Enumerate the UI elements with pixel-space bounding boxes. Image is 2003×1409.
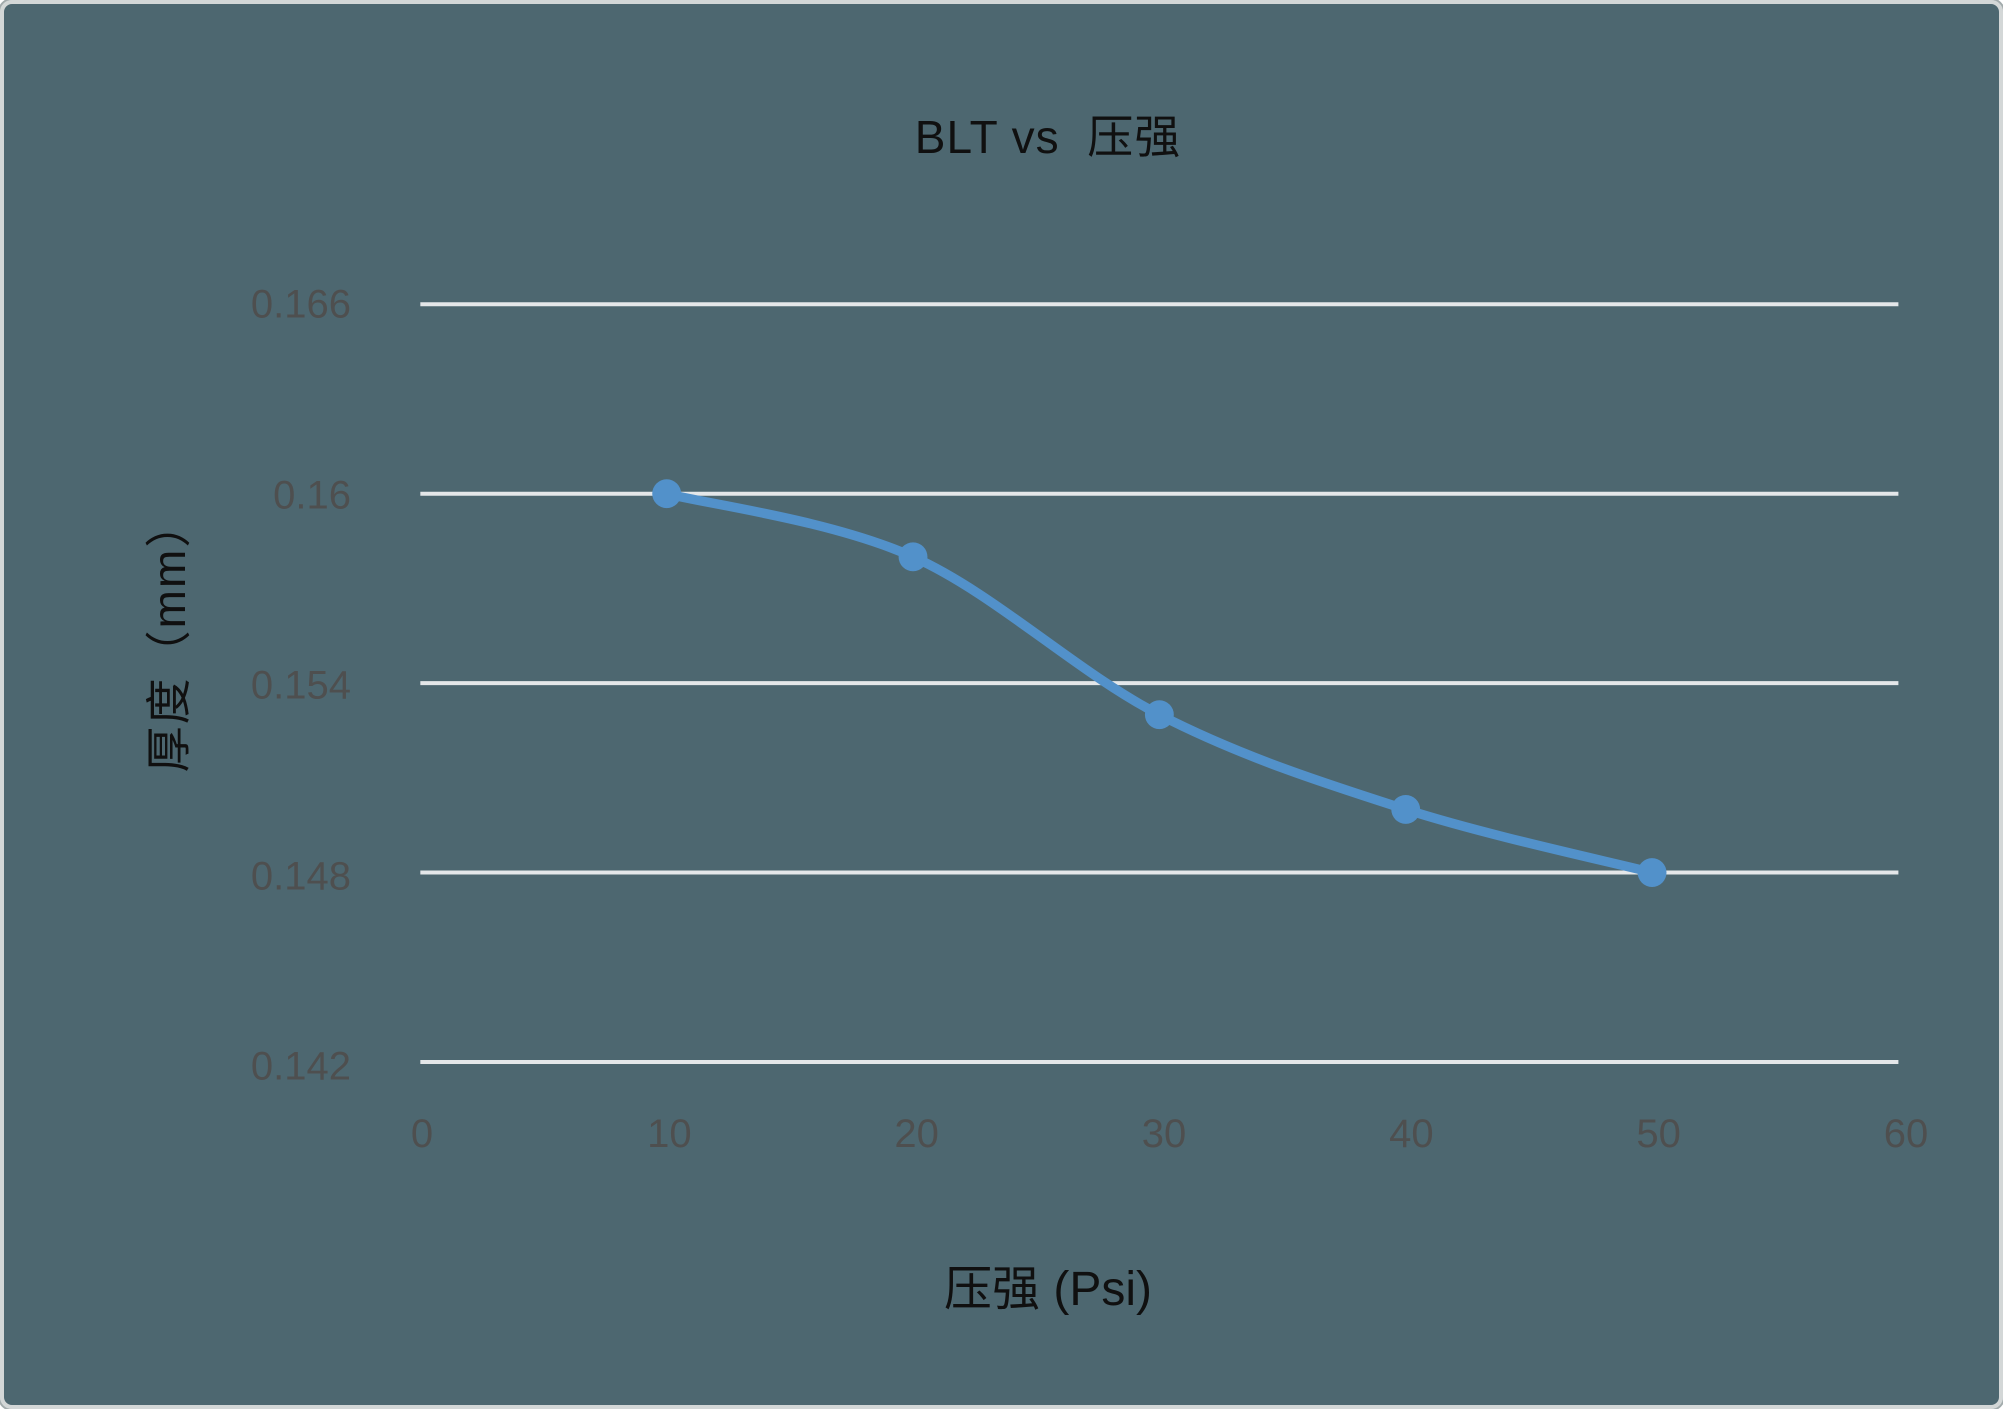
data-point-marker	[652, 479, 682, 509]
x-tick-label: 10	[647, 1112, 692, 1156]
x-tick-label: 40	[1389, 1112, 1434, 1156]
chart-title: BLT vs 压强	[914, 111, 1182, 163]
x-axis-title: 压强 (Psi)	[944, 1263, 1152, 1316]
data-point-marker	[898, 542, 928, 572]
y-axis-title: 厚度（mm）	[143, 499, 195, 773]
y-tick-label: 0.16	[273, 473, 351, 518]
data-point-marker	[1144, 700, 1174, 730]
x-tick-label: 60	[1883, 1112, 1929, 1156]
y-tick-label: 0.148	[250, 854, 351, 899]
x-tick-label: 30	[1141, 1112, 1187, 1156]
data-point-marker	[1391, 794, 1421, 824]
x-tick-label: 0	[410, 1112, 434, 1156]
x-tick-label: 50	[1636, 1112, 1681, 1156]
data-point-marker	[1637, 858, 1667, 887]
y-tick-label: 0.154	[250, 663, 351, 708]
plot-area-svg	[420, 302, 1899, 1064]
y-tick-label: 0.142	[250, 1044, 351, 1089]
x-tick-label: 20	[894, 1112, 939, 1156]
y-tick-label: 0.166	[250, 282, 351, 327]
